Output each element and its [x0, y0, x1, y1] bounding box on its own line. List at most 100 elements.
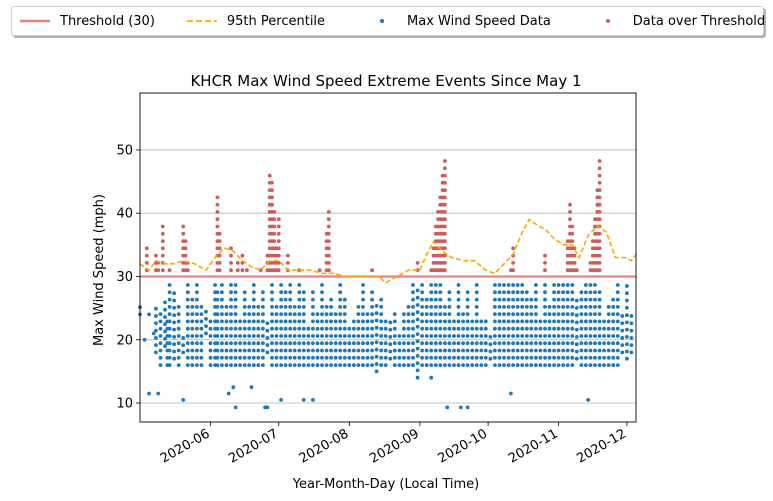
data-point	[574, 298, 579, 303]
data-point	[620, 328, 625, 333]
data-point	[199, 312, 204, 316]
data-point	[274, 341, 279, 346]
data-point	[199, 348, 204, 353]
data-point	[181, 398, 186, 402]
data-point	[402, 312, 406, 316]
data-point	[574, 342, 579, 347]
data-point	[242, 341, 247, 346]
data-point	[565, 341, 570, 346]
data-point	[229, 290, 233, 295]
data-point	[565, 363, 570, 367]
data-point	[397, 355, 402, 360]
data-point	[579, 341, 584, 346]
data-point	[265, 343, 270, 347]
data-point	[261, 326, 265, 331]
data-point	[458, 405, 463, 410]
data-point	[529, 341, 534, 346]
data-point	[167, 334, 172, 338]
data-point	[176, 363, 181, 367]
data-point	[229, 326, 233, 331]
data-point	[167, 363, 172, 367]
data-point	[274, 326, 279, 331]
data-point	[629, 350, 634, 355]
data-point	[195, 341, 199, 346]
data-point	[534, 355, 538, 360]
data-point	[552, 363, 556, 367]
data-point	[333, 355, 338, 360]
data-point	[479, 319, 484, 324]
data-point	[329, 348, 333, 353]
data-point	[597, 355, 602, 360]
data-point	[251, 341, 256, 346]
data-point	[288, 341, 293, 346]
data-point	[383, 319, 388, 324]
data-point	[311, 326, 315, 331]
data-point	[315, 363, 320, 367]
data-point	[195, 348, 199, 353]
data-point	[220, 326, 224, 331]
data-point	[301, 398, 306, 402]
data-point	[392, 363, 397, 367]
data-point	[297, 305, 302, 309]
data-point	[154, 343, 158, 347]
data-point	[342, 348, 347, 353]
data-point	[515, 305, 520, 309]
data-point	[506, 326, 511, 331]
over-threshold-point	[276, 246, 281, 251]
data-point	[247, 348, 252, 353]
data-point	[515, 283, 520, 287]
data-point	[483, 326, 488, 331]
data-point	[301, 290, 306, 295]
data-point	[151, 331, 156, 336]
data-point	[597, 363, 602, 367]
data-point	[511, 305, 515, 309]
data-point	[588, 312, 593, 316]
over-threshold-point	[443, 173, 447, 178]
data-point	[320, 334, 324, 338]
data-point	[154, 350, 158, 355]
data-point	[424, 334, 429, 338]
over-threshold-point	[597, 268, 602, 273]
data-point	[506, 319, 511, 324]
data-point	[597, 312, 602, 316]
data-point	[224, 334, 229, 338]
data-point	[379, 341, 384, 346]
data-point	[297, 297, 302, 302]
data-point	[443, 334, 447, 338]
data-point	[142, 337, 147, 342]
x-axis-label: Year-Month-Day (Local Time)	[292, 477, 479, 492]
data-point	[529, 355, 534, 360]
data-point	[620, 314, 625, 318]
data-point	[374, 369, 379, 374]
data-point	[176, 305, 181, 309]
data-point	[270, 297, 274, 302]
data-point	[242, 312, 247, 316]
data-point	[163, 336, 167, 341]
data-point	[479, 326, 484, 331]
data-point	[415, 332, 420, 336]
data-point	[579, 355, 584, 360]
data-point	[347, 326, 352, 331]
over-threshold-point	[568, 210, 572, 214]
data-point	[167, 283, 172, 287]
data-point	[420, 348, 424, 353]
data-point	[415, 288, 420, 293]
data-point	[229, 348, 233, 353]
data-point	[443, 319, 447, 324]
data-point	[511, 297, 515, 302]
data-point	[420, 319, 424, 324]
data-point	[324, 363, 329, 367]
data-point	[370, 312, 374, 316]
data-point	[233, 405, 238, 410]
data-point	[570, 319, 575, 324]
data-point	[226, 391, 231, 396]
data-point	[579, 334, 584, 338]
data-point	[379, 334, 384, 338]
data-point	[270, 355, 274, 360]
data-point	[406, 305, 411, 309]
data-point	[370, 305, 374, 309]
data-point	[411, 355, 415, 360]
data-point	[315, 334, 320, 338]
data-point	[493, 312, 497, 316]
data-point	[629, 328, 634, 333]
